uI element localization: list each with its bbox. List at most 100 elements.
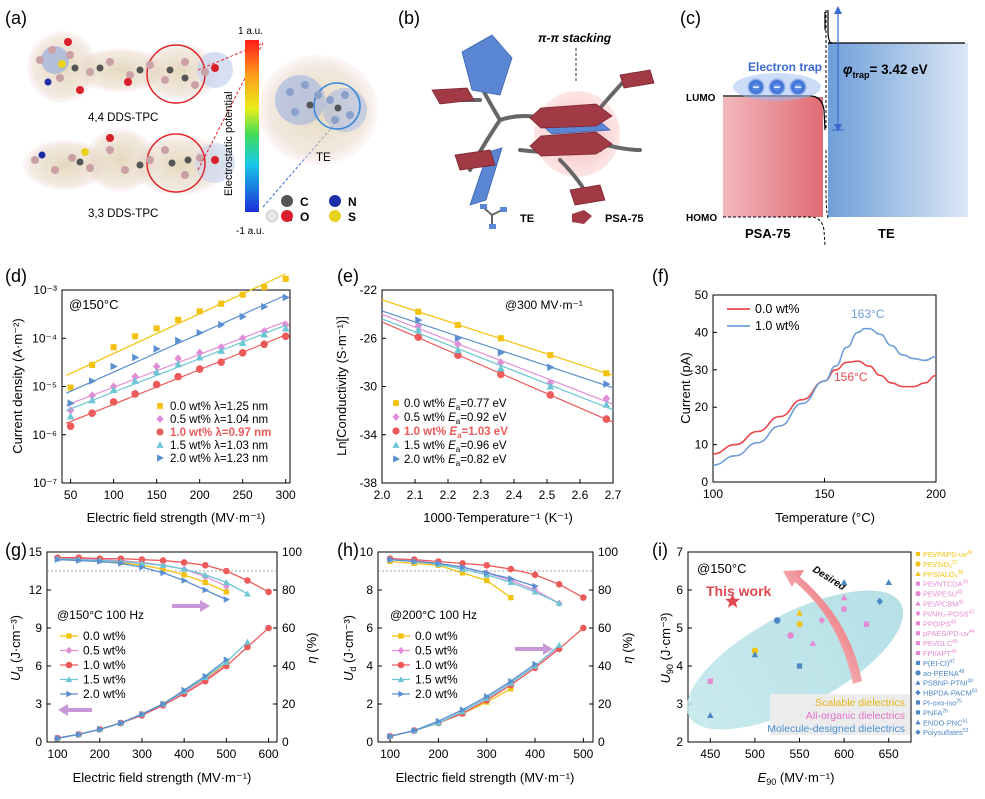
legend-label-i: PPS/ALO₃38 xyxy=(923,570,963,579)
h-eta-line xyxy=(390,558,560,604)
te-legend-icon xyxy=(480,204,507,229)
data-point-d xyxy=(282,275,289,282)
category-all-organic: All-organic dielectrics xyxy=(806,710,905,722)
data-point-d xyxy=(131,390,139,398)
legend-text-e: 1.5 wt% xyxy=(404,440,448,452)
legend-marker-i xyxy=(915,660,921,665)
comparison-point-i xyxy=(796,663,803,669)
g-ud-point xyxy=(160,700,167,708)
this-work-star-icon xyxy=(724,593,741,608)
legend-text-e: 0.5 wt% xyxy=(404,412,448,424)
i-xtick-label: 550 xyxy=(789,747,809,761)
arrow-right-g xyxy=(172,600,210,612)
h-ytick-right-label: 80 xyxy=(598,583,612,597)
atom-label-s: S xyxy=(348,210,356,224)
legend-marker-d xyxy=(156,428,164,436)
h-ytick-label: 8 xyxy=(366,583,373,597)
data-point-d xyxy=(195,353,204,361)
hydrogen-atom-icon xyxy=(265,209,279,223)
g-eta-point xyxy=(244,577,251,584)
legend-name-i: PEI/SiO₂ xyxy=(923,560,952,569)
e-ytick-label: -38 xyxy=(360,476,378,490)
data-point-d xyxy=(196,308,203,315)
h-legend-label: 2.0 wt% xyxy=(415,687,458,701)
d-ytick-label: 10⁻⁷ xyxy=(33,476,57,490)
panel-g: (g) 100 200 300 400 500 600036912150204060801… xyxy=(5,540,319,785)
curve-f xyxy=(712,327,937,466)
data-point-d xyxy=(261,302,269,311)
legend-label-d: 0.5 wt% λ=1.04 nm xyxy=(170,414,268,426)
molecule-3-3-dds-tpc xyxy=(23,128,235,195)
data-point-d xyxy=(175,336,183,345)
data-point-d xyxy=(67,384,74,391)
psa-75-band xyxy=(723,97,823,217)
atom-label-c: C xyxy=(300,195,309,209)
e-ytick-label: -22 xyxy=(360,283,378,297)
h-eta-point xyxy=(580,594,587,601)
marks-h xyxy=(378,555,593,740)
g-ytick-label: 12 xyxy=(29,583,43,597)
phi-subscript: trap xyxy=(853,70,871,80)
data-point-d xyxy=(89,361,96,368)
atom-legend: C N H O S xyxy=(265,195,357,224)
legend-marker-i xyxy=(915,700,921,705)
d-ytick-label: 10⁻⁶ xyxy=(32,428,57,442)
h-legend-label: 1.0 wt% xyxy=(415,658,458,672)
legend-ref-i: 48 xyxy=(959,669,965,675)
e-ytick-label: -34 xyxy=(360,428,378,442)
data-point-d xyxy=(196,328,204,337)
h-ud-point xyxy=(508,686,514,692)
data-point-d xyxy=(88,396,96,404)
g-legend-label: 2.0 wt% xyxy=(83,687,126,701)
psa-red-plates xyxy=(431,69,655,206)
annotation-g: @150°C 100 Hz xyxy=(57,608,144,622)
g-eta-point xyxy=(138,556,146,563)
g-eta-point xyxy=(265,588,272,596)
legend-ref-i: 40 xyxy=(957,590,963,596)
lumo-label: LUMO xyxy=(686,93,716,104)
legend-marker-i xyxy=(915,561,921,567)
h-ytick-right-label: 0 xyxy=(598,735,605,749)
h-ud-point xyxy=(580,624,587,632)
molecule-4-4-dds-tpc xyxy=(27,31,233,104)
fit-line-d xyxy=(66,324,286,412)
g-ud-point xyxy=(244,638,251,645)
xlabel-h: Electric field strength (MV·m⁻¹) xyxy=(396,770,575,785)
nitrogen-atom-icon xyxy=(329,195,341,207)
i-xtick-label: 650 xyxy=(879,747,899,761)
performance-ellipse xyxy=(686,590,904,730)
plot-frame-g xyxy=(46,551,278,743)
i-ytick-label: 4 xyxy=(676,659,683,673)
data-point-d xyxy=(260,340,268,349)
data-point-e xyxy=(414,333,423,341)
comparison-point-i xyxy=(796,609,803,616)
e-xtick-label: 2.5 xyxy=(539,488,556,502)
g-ud-point xyxy=(223,656,230,663)
e-ytick-label: -26 xyxy=(360,331,378,345)
legend-marker-d xyxy=(157,454,164,462)
g-eta-point xyxy=(139,563,146,571)
data-point-d xyxy=(239,291,246,298)
g-eta-point xyxy=(223,567,230,575)
category-scalable: Scalable dielectrics xyxy=(815,697,905,709)
h-ud-point xyxy=(508,677,515,685)
legend-marker-i xyxy=(915,710,921,715)
comparison-point-i xyxy=(707,678,713,684)
electrostatic-colorbar xyxy=(245,40,259,212)
g-xtick-label: 500 xyxy=(216,747,236,761)
data-point-e xyxy=(497,364,505,372)
legend-name-i: FPI/APT xyxy=(923,649,951,658)
data-point-e xyxy=(602,400,611,408)
marks-e xyxy=(381,299,614,423)
h-ytick-right-label: 20 xyxy=(598,697,612,711)
h-eta-line xyxy=(390,560,512,599)
legend-label-e: 0.0 wt% Ea=0.77 eV xyxy=(404,398,507,412)
g-eta-point xyxy=(244,590,251,597)
h-legend-marker xyxy=(397,676,405,683)
i-xtick-label: 500 xyxy=(745,747,765,761)
legend-name-i: PEI/PAPD-uv xyxy=(923,550,967,559)
molecule-1-label: 4,4 DDS-TPC xyxy=(88,112,158,124)
g-legend-label: 1.5 wt% xyxy=(83,673,126,687)
